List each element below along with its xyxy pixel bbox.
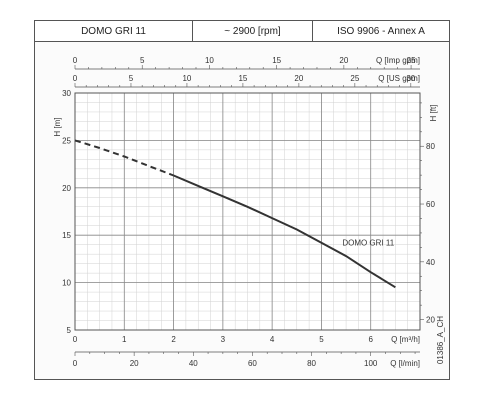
- labels: DOMO GRI 11 01386_A_CH: [342, 239, 445, 364]
- y-axis-label: H [m]: [53, 117, 62, 136]
- y-tick-label: 20: [62, 184, 71, 193]
- y-tick-label: 30: [62, 89, 71, 98]
- l-min-axis-tick-label: 100: [364, 359, 378, 368]
- imp-gpm-axis-tick-label: 20: [339, 56, 348, 65]
- y-tick-label: 10: [62, 279, 71, 288]
- curve-dashed-segment: [74, 139, 174, 177]
- x-tick-label: 6: [368, 335, 373, 344]
- us-gpm-axis-tick-label: 15: [238, 74, 247, 83]
- us-gpm-axis-label: Q [US gpm]: [378, 74, 420, 83]
- us-gpm-axis-tick-label: 10: [182, 74, 191, 83]
- header-speed: ~ 2900 [rpm]: [193, 21, 313, 41]
- us-gpm-axis-tick-label: 25: [350, 74, 359, 83]
- l-min-axis-tick-label: 0: [73, 359, 78, 368]
- l-min-axis-tick-label: 20: [130, 359, 139, 368]
- l-min-axis-tick-label: 40: [189, 359, 198, 368]
- l-min-axis-tick-label: 80: [307, 359, 316, 368]
- imp-gpm-axis-label: Q [Imp gpm]: [376, 56, 420, 65]
- imp-gpm-axis-tick-label: 10: [205, 56, 214, 65]
- curve: [74, 139, 396, 289]
- imp-gpm-axis-tick-label: 5: [140, 56, 145, 65]
- header-standard: ISO 9906 - Annex A: [337, 25, 425, 37]
- y-tick-label: 25: [62, 136, 71, 145]
- ft-axis-tick-label: 80: [426, 142, 435, 151]
- x-tick-label: 5: [319, 335, 324, 344]
- y-tick-label: 15: [62, 231, 71, 240]
- y-tick-label: 5: [67, 326, 72, 335]
- x-tick-label: 3: [221, 335, 226, 344]
- imp-gpm-axis-tick-label: 0: [73, 56, 78, 65]
- curve-solid-segment: [173, 174, 396, 289]
- us-gpm-axis-tick-label: 0: [73, 74, 78, 83]
- header-model: DOMO GRI 11: [35, 21, 193, 41]
- ft-axis-tick-label: 60: [426, 200, 435, 209]
- x-tick-label: 1: [122, 335, 127, 344]
- plot-border: [74, 92, 421, 331]
- us-gpm-axis-tick-label: 5: [129, 74, 134, 83]
- ft-axis-tick-label: 20: [426, 316, 435, 325]
- x-axis-label: Q [m³/h]: [391, 335, 420, 344]
- figure-code: 01386_A_CH: [436, 316, 445, 364]
- l-min-axis-label: Q [l/min]: [390, 359, 420, 368]
- us-gpm-axis-tick-label: 30: [406, 74, 415, 83]
- imp-gpm-axis-tick-label: 15: [272, 56, 281, 65]
- x-tick-label: 4: [270, 335, 275, 344]
- ft-axis-label: H [ft]: [429, 105, 438, 122]
- x-tick-label: 0: [73, 335, 78, 344]
- imp-gpm-axis-tick-label: 25: [407, 56, 416, 65]
- ft-axis-tick-label: 40: [426, 258, 435, 267]
- series-label: DOMO GRI 11: [342, 239, 394, 248]
- us-gpm-axis-tick-label: 20: [294, 74, 303, 83]
- l-min-axis-tick-label: 60: [248, 359, 257, 368]
- x-tick-label: 2: [171, 335, 176, 344]
- chart-header: DOMO GRI 11 ~ 2900 [rpm] ISO 9906 - Anne…: [34, 20, 450, 42]
- grid: [74, 92, 421, 331]
